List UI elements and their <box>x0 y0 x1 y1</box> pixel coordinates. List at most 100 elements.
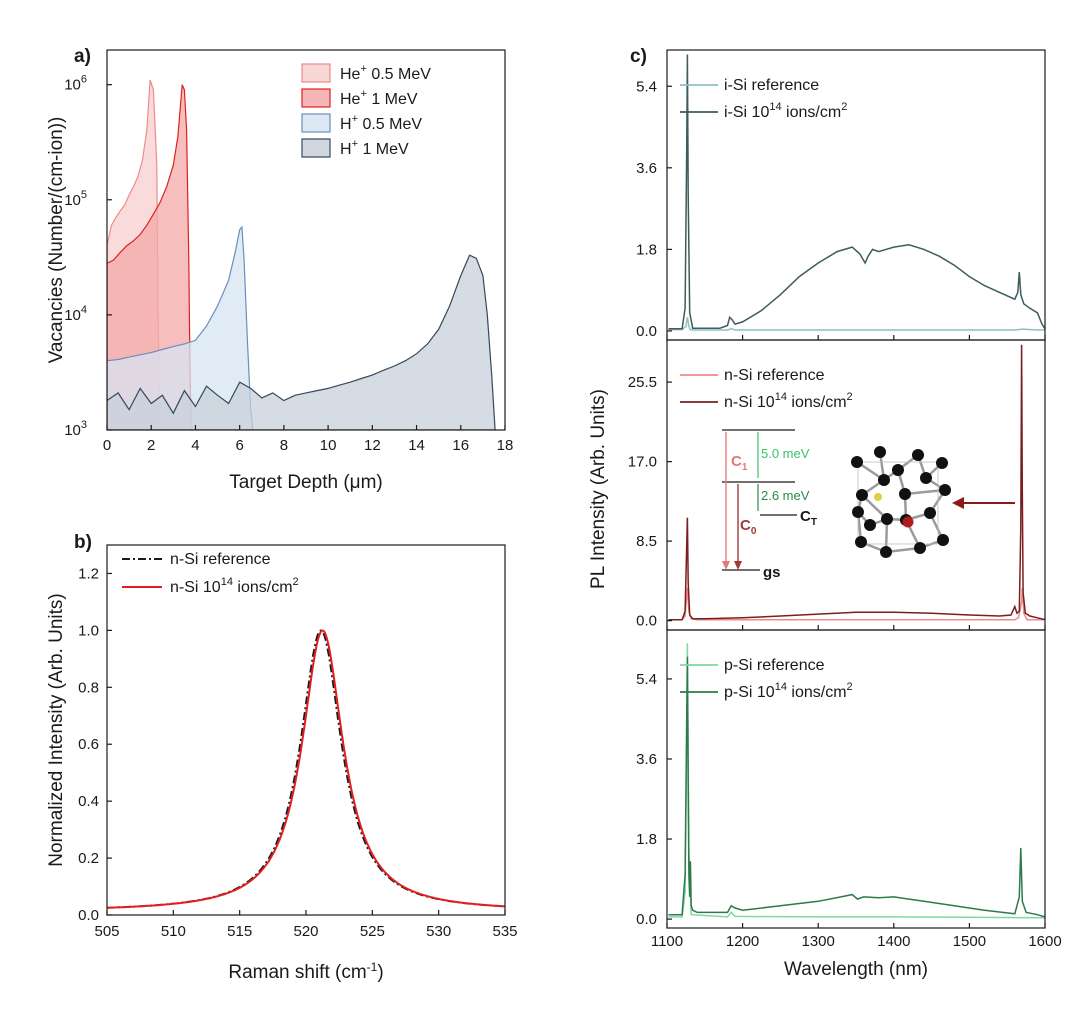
text-span: 5 <box>81 189 87 201</box>
series-line-c-1-0 <box>668 587 1045 621</box>
atom <box>939 484 951 496</box>
text-span: 0 <box>751 526 757 537</box>
series-line-c-1-1 <box>668 344 1045 621</box>
y-tick-label-c: 17.0 <box>628 454 657 471</box>
x-tick-label-c: 1400 <box>877 933 910 950</box>
x-tick-label-a: 0 <box>103 437 111 454</box>
text-span: 10 <box>64 422 81 439</box>
atom <box>874 446 886 458</box>
text-span: H <box>340 116 352 133</box>
x-tick-label-a: 14 <box>408 437 425 454</box>
atom-substitutional <box>874 493 882 501</box>
y-tick-label-c: 1.8 <box>636 831 657 848</box>
atom <box>936 457 948 469</box>
text-span: 2 <box>293 576 299 588</box>
y-tick-label-a: 103 <box>64 419 87 439</box>
y-tick-label-b: 0.8 <box>78 679 99 696</box>
text-span: 1 MeV <box>358 141 409 158</box>
x-tick-label-a: 16 <box>452 437 469 454</box>
text-span: 2 <box>847 391 853 403</box>
y-tick-label-c: 8.5 <box>636 533 657 550</box>
unit-cell-frame <box>857 461 939 545</box>
y-tick-label-a: 106 <box>64 74 87 94</box>
text-span: 6 <box>81 74 87 86</box>
axes-frame-c <box>666 629 1046 929</box>
panel-b: 505 510 515 520 525 530 535 0.0 0.2 0.4 0.6 0.8 1.0 1… <box>46 532 518 983</box>
y-tick-label-a: 104 <box>64 304 87 324</box>
energy-label-top: 5.0 meV <box>761 446 810 461</box>
x-tick-label-b: 510 <box>161 923 186 940</box>
y-tick-label-c: 3.6 <box>636 751 657 768</box>
y-tick-label-b: 1.0 <box>78 622 99 639</box>
plot-area-c <box>668 344 1045 621</box>
y-tick-label-c: 5.4 <box>636 671 657 688</box>
panel-label-a: a) <box>74 46 91 67</box>
atom <box>855 536 867 548</box>
panel-label-b: b) <box>74 532 92 553</box>
x-tick-label-a: 6 <box>235 437 243 454</box>
text-span: ) <box>377 962 383 983</box>
x-tick-label-a: 8 <box>280 437 288 454</box>
text-span: 1 MeV <box>367 91 418 108</box>
label-ct: CT <box>800 508 817 528</box>
x-tick-label-c: 1600 <box>1028 933 1061 950</box>
series-line-b-0 <box>107 629 506 909</box>
text-span: + <box>360 63 366 75</box>
legend-entry-b: n-Si reference <box>170 551 271 568</box>
y-tick-label-b: 1.2 <box>78 565 99 582</box>
text-span: C <box>800 508 811 525</box>
x-tick-label-a: 4 <box>191 437 199 454</box>
y-tick-label-c: 0.0 <box>636 911 657 928</box>
subplot-c-1: 0.0 8.5 17.0 25.5 n-Si reference n-Si 1014 io… <box>628 339 1046 631</box>
text-span: ions/cm <box>787 394 847 411</box>
series-line-c-0-1 <box>668 54 1045 330</box>
series-area-1 <box>107 84 192 430</box>
pointer-arrow-head <box>952 497 964 509</box>
x-tick-label-b: 525 <box>360 923 385 940</box>
text-span: 0.5 MeV <box>367 66 431 83</box>
legend-entry-a: He+ 1 MeV <box>340 88 418 108</box>
x-axis-label-c: Wavelength (nm) <box>784 959 928 980</box>
text-span: + <box>352 113 358 125</box>
y-tick-label-a: 105 <box>64 189 87 209</box>
series-line-c-2-1 <box>668 656 1045 918</box>
text-span: i-Si 10 <box>724 104 769 121</box>
atom <box>892 464 904 476</box>
text-span: p-Si 10 <box>724 684 775 701</box>
text-span: 14 <box>221 576 233 588</box>
x-tick-label-b: 520 <box>293 923 318 940</box>
panel-label-c: c) <box>630 46 647 67</box>
legend-swatch-a <box>301 63 331 83</box>
arrow-head-c0 <box>734 561 742 570</box>
legend-entry-c: p-Si reference <box>724 657 825 674</box>
y-tick-label-c: 0.0 <box>636 323 657 340</box>
atom <box>899 488 911 500</box>
text-span: 2 <box>841 101 847 113</box>
atom <box>851 456 863 468</box>
y-tick-label-c: 0.0 <box>636 613 657 630</box>
text-span: 10 <box>64 192 81 209</box>
x-tick-label-c: 1200 <box>726 933 759 950</box>
y-tick-label-c: 1.8 <box>636 241 657 258</box>
text-span: 4 <box>81 304 87 316</box>
subplot-c-0: 0.0 1.8 3.6 5.4 i-Si reference i-Si 1014 ions… <box>636 49 1046 341</box>
series-line-b-1 <box>106 629 506 909</box>
y-axis-label-a: Vacancies (Number/(cm-ion)) <box>46 117 67 364</box>
legend-entry-c: i-Si reference <box>724 77 819 94</box>
text-span: T <box>811 517 817 528</box>
x-tick-label-a: 18 <box>497 437 514 454</box>
text-span: 2 <box>847 681 853 693</box>
atom <box>920 472 932 484</box>
text-span: -1 <box>367 960 378 974</box>
x-tick-label-a: 2 <box>147 437 155 454</box>
text-span: ions/cm <box>782 104 842 121</box>
y-tick-label-b: 0.2 <box>78 850 99 867</box>
atom <box>912 449 924 461</box>
text-span: 0.5 MeV <box>358 116 422 133</box>
subplot-c-2: 0.0 1.8 3.6 5.4 p-Si reference p-Si 1014 ions… <box>636 629 1046 929</box>
y-tick-label-b: 0.6 <box>78 736 99 753</box>
atom <box>878 474 890 486</box>
